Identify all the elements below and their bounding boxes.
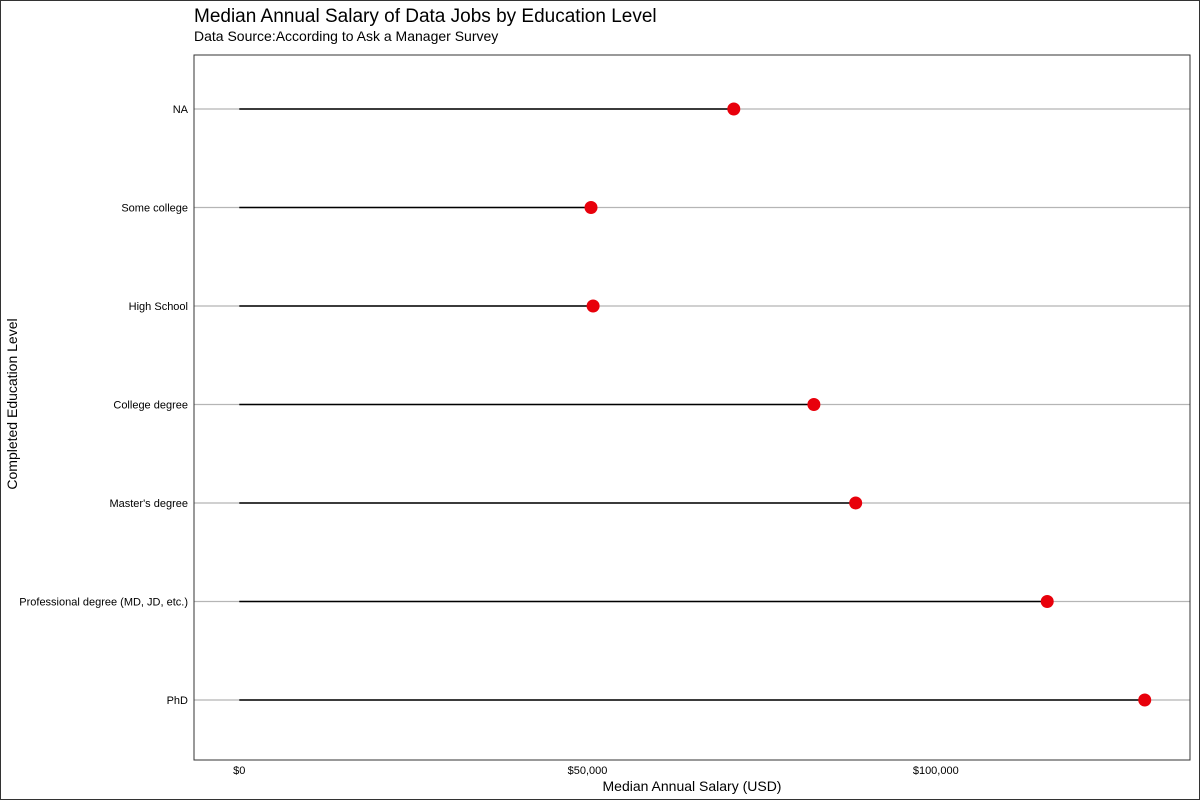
x-tick-labels: $0 $50,000 $100,000 (233, 765, 959, 777)
data-point (807, 398, 821, 411)
data-point (849, 496, 863, 510)
data-point (727, 102, 741, 116)
plot-panel-border (193, 54, 1191, 761)
y-tick-label: NA (173, 104, 189, 116)
y-tick-label: College degree (113, 400, 188, 412)
data-point (586, 299, 600, 313)
data-point (1138, 693, 1152, 707)
y-tick-label: Master's degree (109, 498, 188, 510)
point-layer (584, 102, 1152, 707)
y-tick-label: PhD (167, 695, 188, 707)
y-tick-label: Some college (121, 203, 188, 215)
x-tick-label: $50,000 (568, 765, 608, 777)
stem-layer (239, 108, 1145, 701)
y-axis-title: Completed Education Level (4, 318, 20, 489)
y-tick-label: Professional degree (MD, JD, etc.) (19, 597, 188, 609)
x-tick-label: $100,000 (913, 765, 959, 777)
y-tick-label: High School (129, 301, 188, 313)
y-tick-labels: NA Some college High School College degree M… (19, 104, 188, 707)
chart-subtitle: Data Source:According to Ask a Manager S… (194, 28, 498, 44)
x-axis-title: Median Annual Salary (USD) (603, 778, 782, 794)
x-tick-label: $0 (233, 765, 245, 777)
data-point (1040, 595, 1054, 608)
chart-title: Median Annual Salary of Data Jobs by Edu… (194, 6, 657, 27)
data-point (584, 201, 598, 214)
